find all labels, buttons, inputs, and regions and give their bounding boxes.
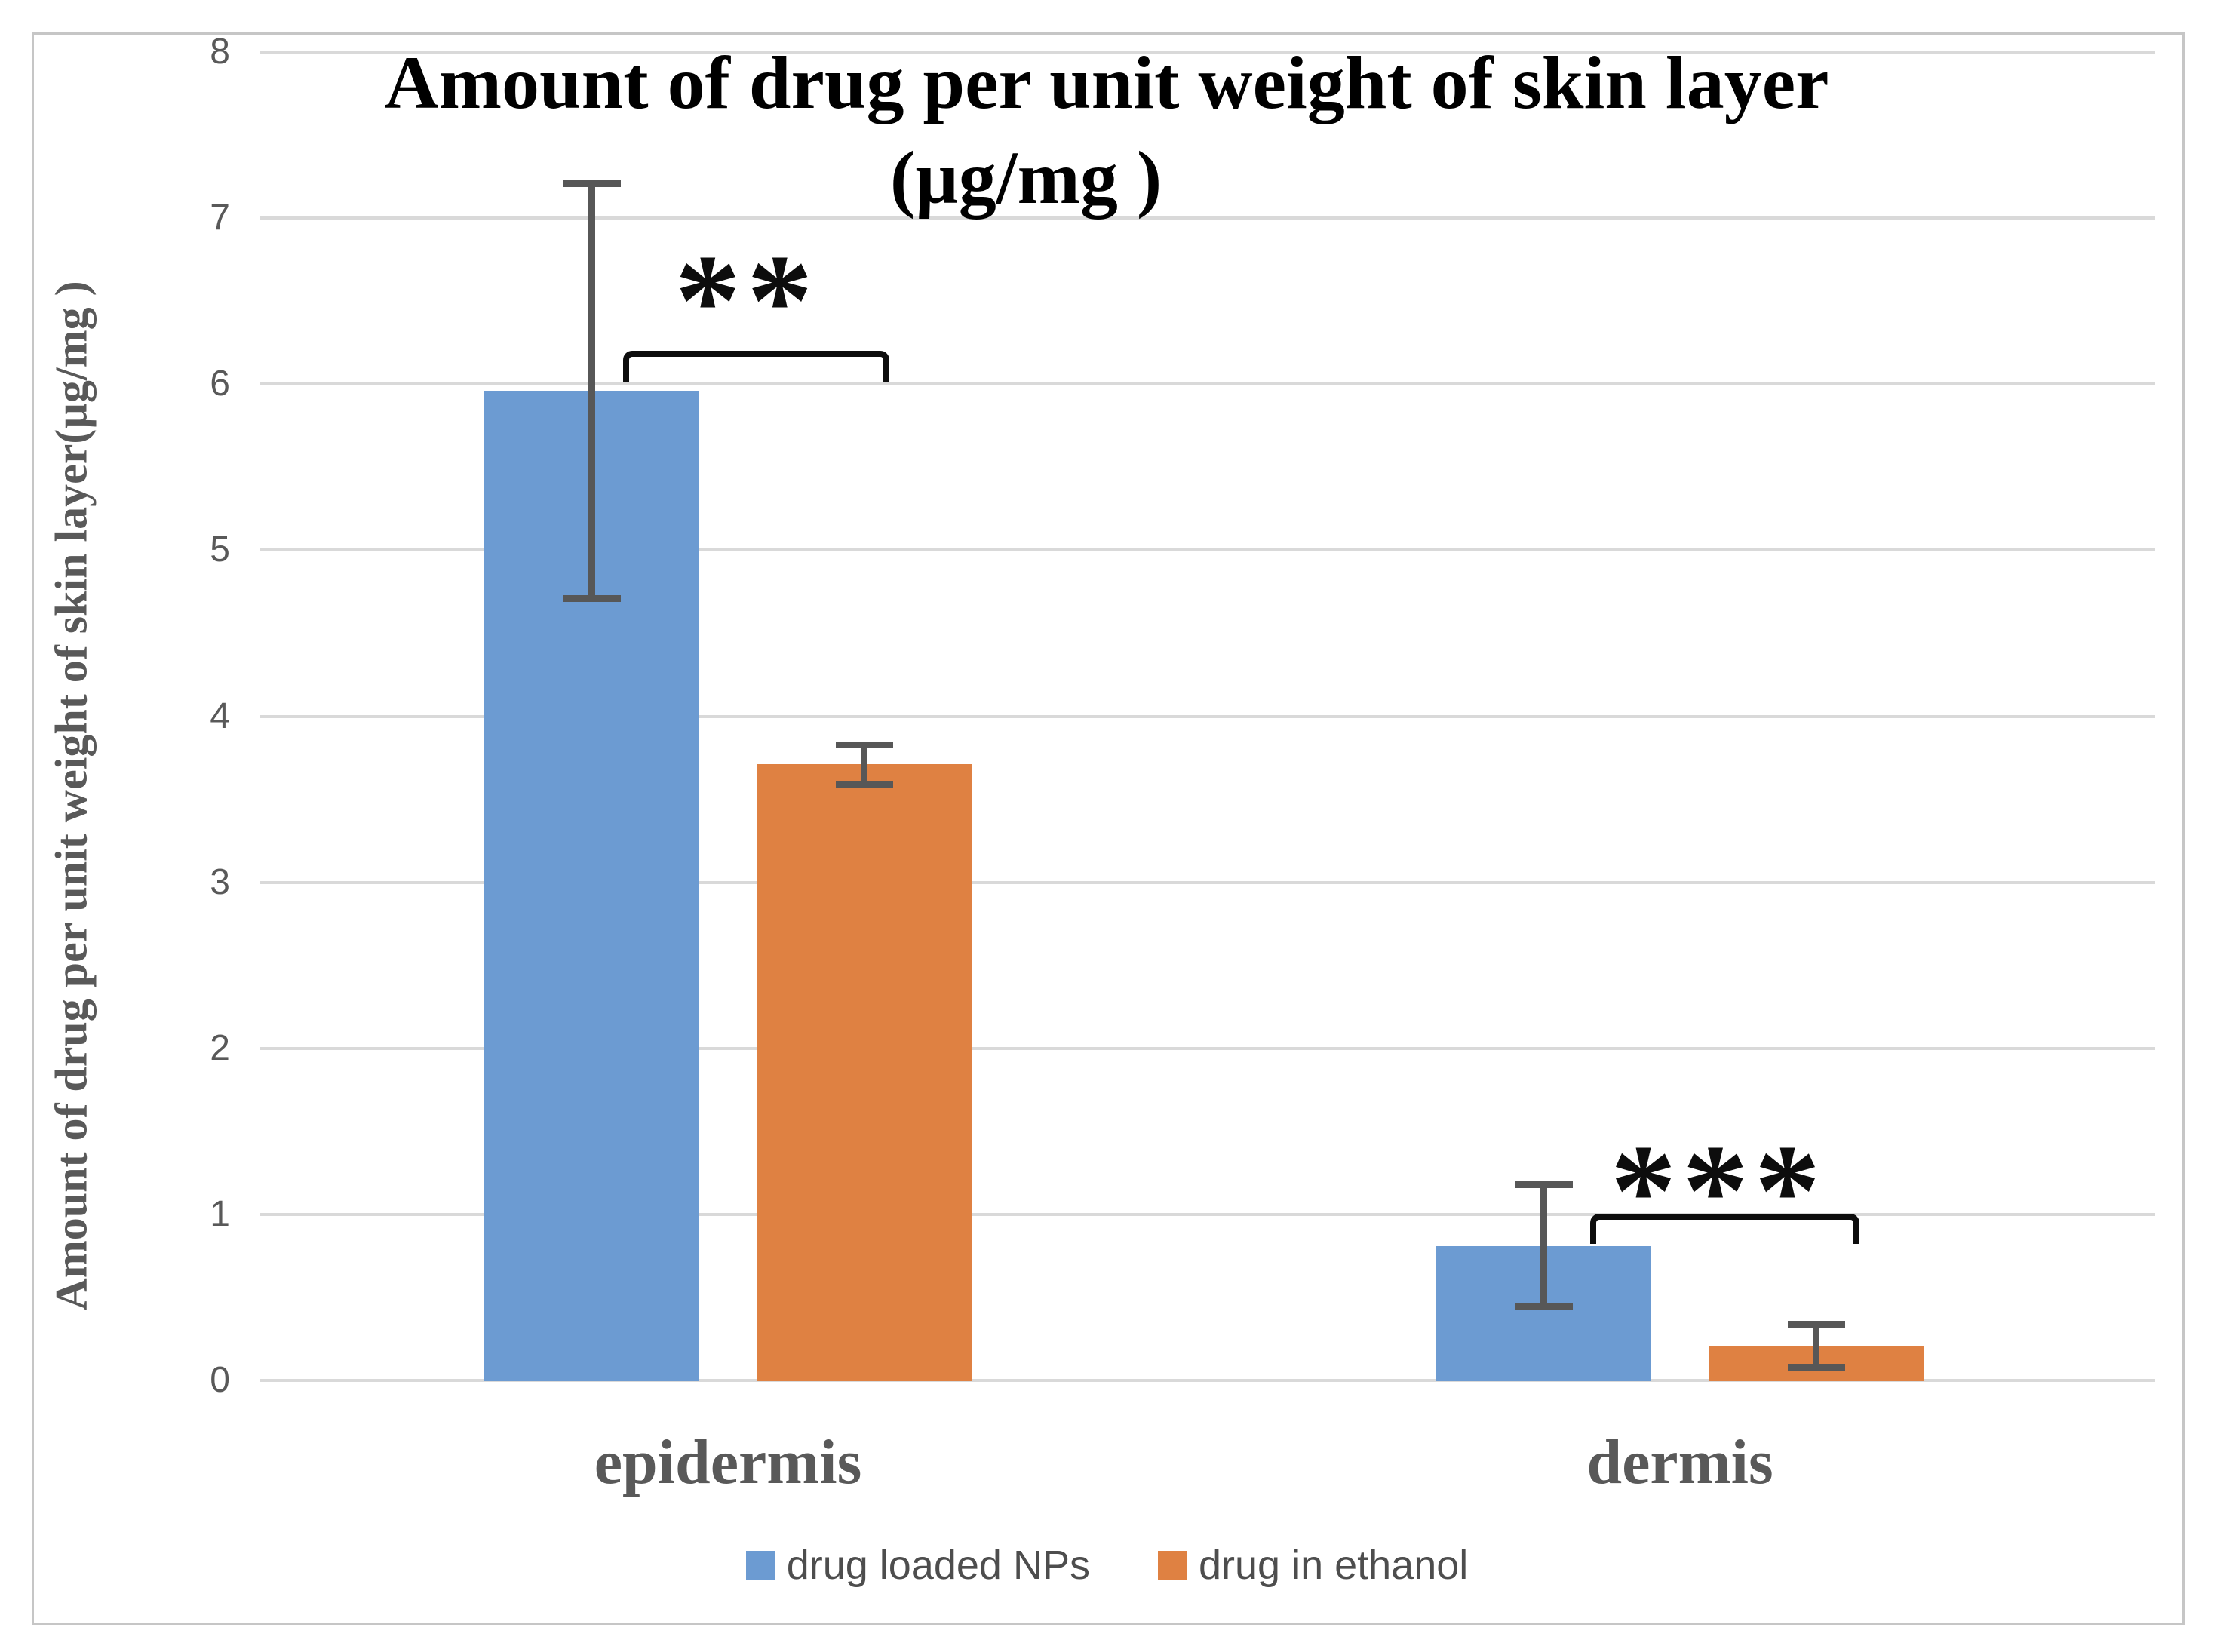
legend-item-drug-in-ethanol: drug in ethanol xyxy=(1157,1543,1469,1588)
gridline-y-0 xyxy=(260,1379,2155,1382)
gridline-y-3 xyxy=(260,880,2155,884)
error-bar-epidermis-drug-in-ethanol-stem xyxy=(861,744,867,785)
error-bar-epidermis-drug-loaded-NPs-cap-top xyxy=(563,180,621,187)
y-tick-label-8: 8 xyxy=(210,32,230,72)
y-tick-label-3: 3 xyxy=(210,861,230,902)
significance-label-dermis: *** xyxy=(1610,1117,1827,1264)
y-tick-label-6: 6 xyxy=(210,364,230,404)
significance-bracket-epidermis xyxy=(623,351,889,382)
gridline-y-2 xyxy=(260,1046,2155,1050)
chart-title-line1: Amount of drug per unit weight of skin l… xyxy=(384,41,1829,124)
error-bar-epidermis-drug-in-ethanol-cap-bottom xyxy=(835,781,893,788)
legend-label: drug in ethanol xyxy=(1198,1543,1469,1588)
error-bar-dermis-drug-loaded-NPs-cap-bottom xyxy=(1515,1302,1573,1310)
legend-swatch-icon xyxy=(745,1551,775,1580)
legend-label: drug loaded NPs xyxy=(786,1543,1090,1588)
error-bar-dermis-drug-in-ethanol-stem xyxy=(1813,1324,1819,1368)
gridline-y-1 xyxy=(260,1212,2155,1216)
y-tick-label-4: 4 xyxy=(210,695,230,736)
error-bar-epidermis-drug-loaded-NPs-cap-bottom xyxy=(563,595,621,603)
y-tick-label-5: 5 xyxy=(210,530,230,570)
y-tick-label-2: 2 xyxy=(210,1027,230,1068)
error-bar-dermis-drug-loaded-NPs-stem xyxy=(1540,1184,1547,1306)
significance-label-epidermis: ** xyxy=(674,227,819,373)
category-label-epidermis: epidermis xyxy=(594,1427,862,1497)
gridline-y-4 xyxy=(260,714,2155,718)
chart-title-line2: (µg/mg ) xyxy=(889,136,1162,220)
y-tick-label-0: 0 xyxy=(210,1360,230,1400)
error-bar-epidermis-drug-loaded-NPs-stem xyxy=(588,183,595,599)
error-bar-dermis-drug-in-ethanol-cap-bottom xyxy=(1787,1364,1845,1371)
category-label-dermis: dermis xyxy=(1586,1427,1773,1497)
gridline-y-8 xyxy=(260,51,2155,54)
bar-epidermis-drug-in-ethanol xyxy=(757,764,972,1381)
legend-swatch-icon xyxy=(1157,1551,1187,1580)
legend: drug loaded NPs drug in ethanol xyxy=(0,1545,2214,1586)
y-tick-label-1: 1 xyxy=(210,1193,230,1234)
error-bar-dermis-drug-in-ethanol-cap-top xyxy=(1787,1321,1845,1328)
gridline-y-6 xyxy=(260,382,2155,386)
error-bar-epidermis-drug-in-ethanol-cap-top xyxy=(835,741,893,748)
error-bar-dermis-drug-loaded-NPs-cap-top xyxy=(1515,1181,1573,1189)
significance-bracket-dermis xyxy=(1590,1214,1859,1244)
y-axis-title: Amount of drug per unit weight of skin l… xyxy=(46,281,97,1311)
gridline-y-5 xyxy=(260,548,2155,552)
gridline-y-7 xyxy=(260,216,2155,220)
legend-item-drug-loaded-NPs: drug loaded NPs xyxy=(745,1543,1090,1588)
y-tick-label-7: 7 xyxy=(210,198,230,238)
chart-outer-frame xyxy=(32,32,2185,1625)
